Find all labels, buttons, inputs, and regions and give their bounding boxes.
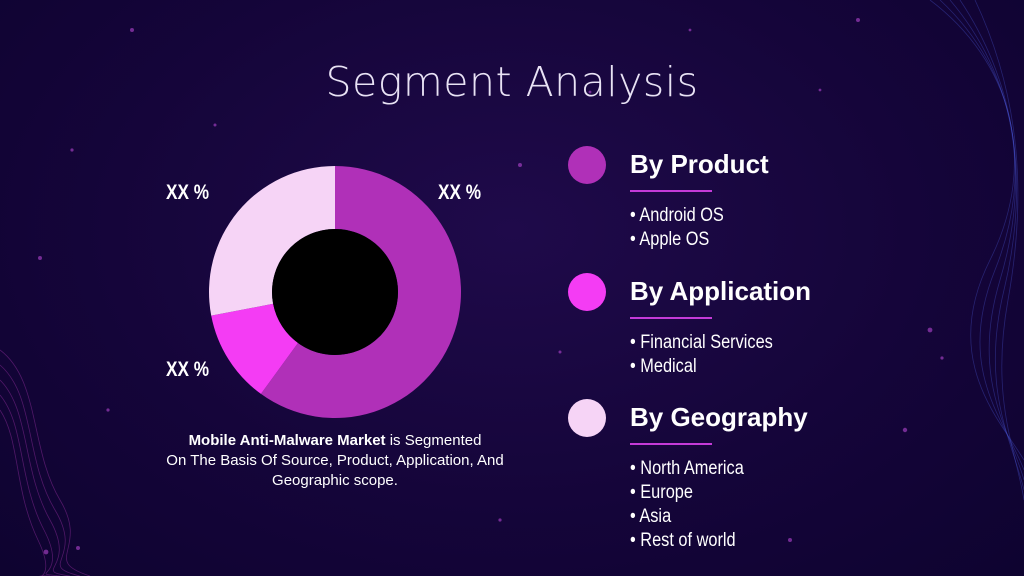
segment-marker-icon [568, 273, 606, 311]
segment-item: Medical [630, 355, 773, 379]
segment-title: By Application [630, 276, 812, 306]
segment-item: Apple OS [630, 228, 724, 252]
donut-chart [209, 166, 461, 418]
segment-item: Financial Services [630, 331, 773, 355]
caption-market-name: Mobile Anti-Malware Market [188, 432, 386, 449]
slice-label-2: XX % [166, 358, 210, 381]
caption-line3: Geographic scope. [272, 472, 398, 489]
donut-hole [272, 229, 398, 355]
segment-items: Financial Services Medical [630, 331, 796, 379]
slide-title: Segment Analysis [325, 58, 699, 106]
wave-lines-left [0, 349, 91, 576]
segment-item: North America [630, 457, 744, 481]
segment-item: Europe [630, 481, 744, 505]
slice-label-3: XX % [166, 181, 210, 204]
segment-title: By Product [630, 149, 769, 179]
segment-underline [630, 443, 712, 445]
segment-items: Android OS Apple OS [630, 204, 739, 252]
donut-slice-3 [209, 166, 335, 316]
segment-item: Rest of world [630, 529, 744, 553]
glow-dots [38, 18, 944, 555]
donut-slice-2 [211, 303, 298, 394]
caption-line2: On The Basis Of Source, Product, Applica… [166, 452, 504, 469]
caption-line1: is Segmented [385, 432, 482, 449]
segment-title: By Geography [630, 402, 808, 432]
segment-item: Asia [630, 505, 744, 529]
wave-lines-right [929, 0, 1024, 501]
segment-underline [630, 190, 712, 192]
market-caption: Mobile Anti-Malware Market is Segmented … [150, 431, 520, 491]
segment-items: North America Europe Asia Rest of world [630, 457, 762, 553]
donut-slice-1 [260, 166, 461, 418]
slice-label-1: XX % [438, 181, 482, 204]
segment-marker-icon [568, 399, 606, 437]
segment-marker-icon [568, 146, 606, 184]
segment-item: Android OS [630, 204, 723, 228]
segment-underline [630, 317, 712, 319]
